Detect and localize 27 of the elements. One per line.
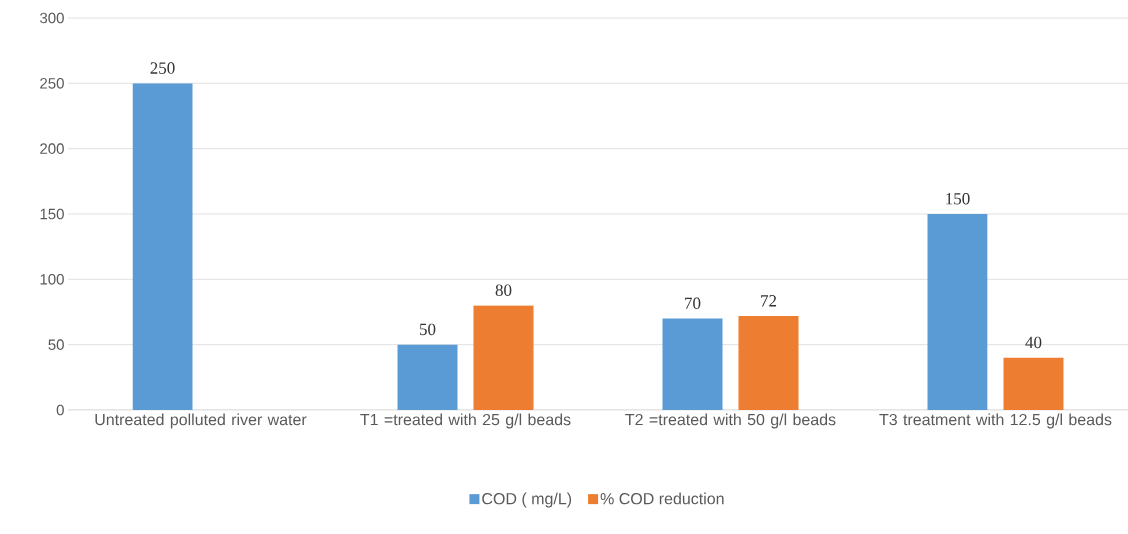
- bar: [132, 83, 193, 410]
- x-tick-label: T3 treatment with 12.5 g/l beads: [879, 413, 1112, 429]
- y-tick-label: 300: [40, 12, 64, 24]
- data-label: 250: [150, 62, 175, 74]
- y-tick-label: 50: [48, 339, 64, 350]
- bar: [473, 305, 534, 410]
- y-tick-label: 200: [40, 143, 64, 154]
- data-label: 50: [419, 323, 436, 336]
- x-tick-label: T2 =treated with 50 g/l beads: [625, 413, 836, 429]
- y-tick-label: 250: [40, 78, 64, 89]
- bar: [927, 213, 988, 410]
- data-label: 80: [495, 284, 512, 296]
- data-label: 150: [946, 192, 970, 205]
- bar: [738, 315, 799, 410]
- bar: [1003, 357, 1064, 410]
- legend-label: COD ( mg/L): [482, 492, 572, 508]
- data-label: 40: [1025, 336, 1042, 349]
- y-tick-label: 0: [56, 404, 64, 416]
- data-label: 72: [761, 295, 777, 307]
- bar: [397, 344, 458, 410]
- y-tick-label: 150: [40, 208, 64, 220]
- x-tick-label: Untreated polluted river water: [95, 413, 307, 429]
- y-tick-label: 100: [40, 274, 64, 285]
- x-tick-label: T1 =treated with 25 g/l beads: [360, 413, 571, 429]
- legend-label: % COD reduction: [600, 492, 724, 505]
- data-label: 70: [685, 297, 701, 309]
- bar: [662, 318, 723, 410]
